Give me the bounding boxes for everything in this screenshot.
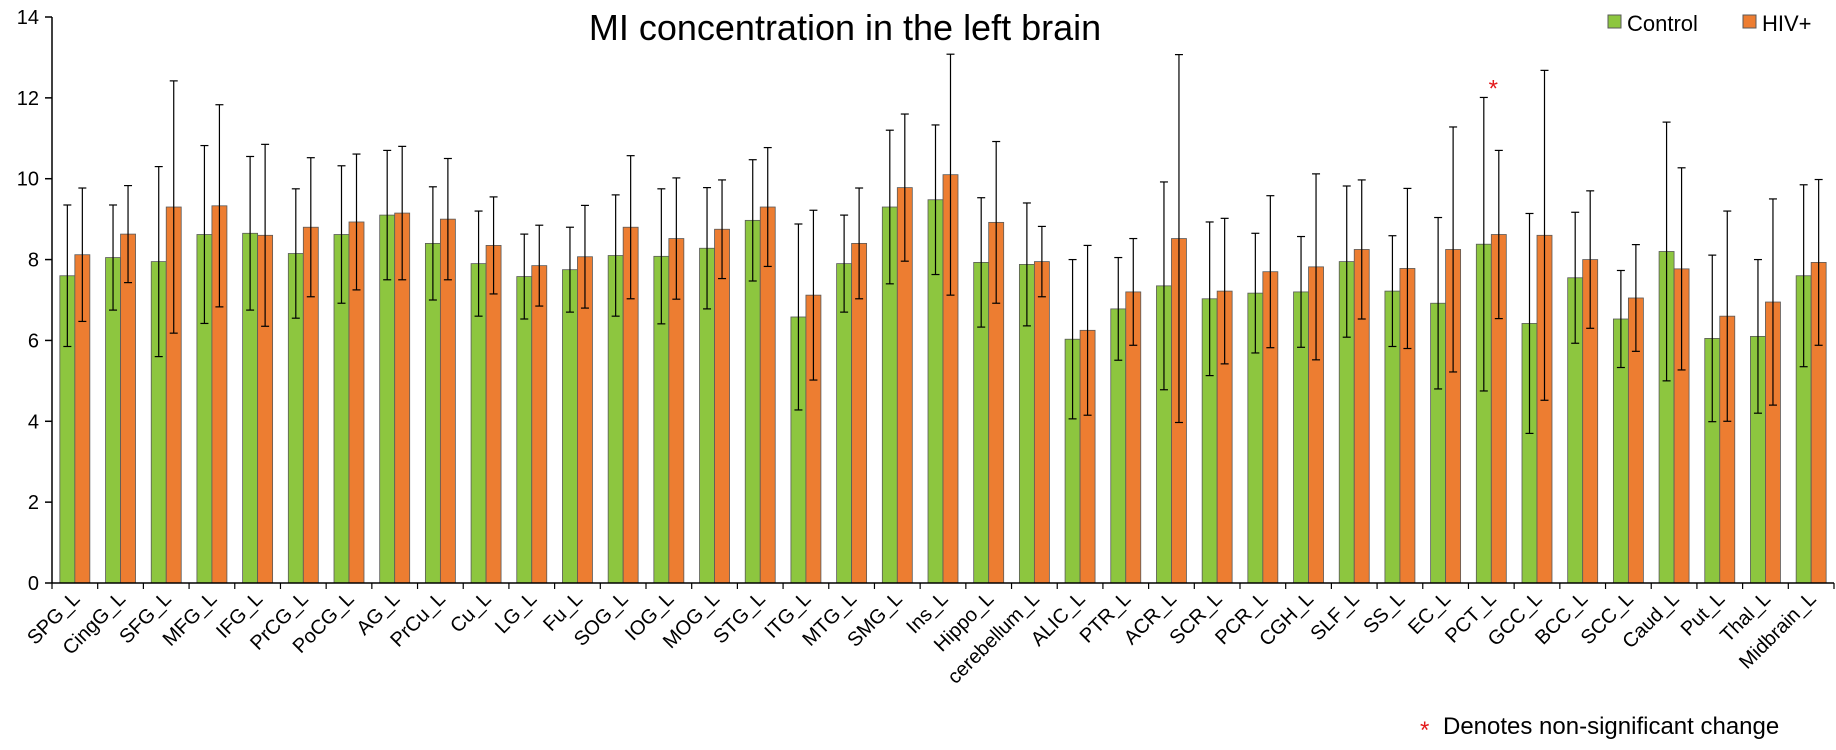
bar-hiv bbox=[1033, 261, 1050, 584]
axes-layer bbox=[51, 17, 1834, 584]
x-tick-label: STG_L bbox=[709, 588, 769, 648]
legend-label-hiv: HIV+ bbox=[1762, 11, 1812, 36]
bar-control bbox=[562, 269, 578, 584]
y-tick-label: 6 bbox=[28, 330, 39, 352]
footnote-text: Denotes non-significant change bbox=[1443, 713, 1779, 740]
bar-hiv bbox=[531, 265, 548, 584]
chart-title: MI concentration in the left brain bbox=[589, 7, 1101, 48]
y-tick-label: 0 bbox=[28, 573, 39, 595]
legend: Control HIV+ bbox=[1607, 11, 1812, 36]
bar-hiv bbox=[120, 233, 136, 584]
y-tick-label: 4 bbox=[28, 411, 39, 433]
y-tick-label: 12 bbox=[17, 88, 39, 110]
y-axis-ticks: 0 2 4 6 8 10 12 14 bbox=[17, 7, 52, 595]
bar-hiv bbox=[714, 228, 730, 584]
y-tick-label: 2 bbox=[28, 492, 39, 514]
x-tick-label: LG_L bbox=[491, 588, 541, 638]
bar-control bbox=[516, 276, 533, 584]
y-tick-label: 10 bbox=[17, 169, 39, 191]
y-tick-label: 8 bbox=[28, 250, 39, 272]
bar-hiv bbox=[485, 245, 502, 584]
legend-label-control: Control bbox=[1627, 11, 1698, 36]
x-tick-label: SS_L bbox=[1359, 588, 1409, 638]
bars-layer bbox=[59, 174, 1827, 584]
legend-swatch-control bbox=[1607, 14, 1622, 29]
error-bars-layer bbox=[63, 53, 1823, 435]
y-tick-label: 14 bbox=[17, 7, 39, 29]
legend-swatch-hiv bbox=[1742, 14, 1757, 29]
x-tick-label: SLF_L bbox=[1307, 588, 1364, 645]
x-axis-ticks: SPG_LCingG_LSFG_LMFG_LIFG_LPrCG_LPoCG_LA… bbox=[23, 583, 1835, 688]
x-tick-label: Cu_L bbox=[446, 588, 495, 637]
footnote-star: * bbox=[1420, 717, 1429, 744]
significance-marker: * bbox=[1489, 75, 1498, 102]
footnote: * Denotes non-significant change bbox=[1420, 713, 1779, 744]
